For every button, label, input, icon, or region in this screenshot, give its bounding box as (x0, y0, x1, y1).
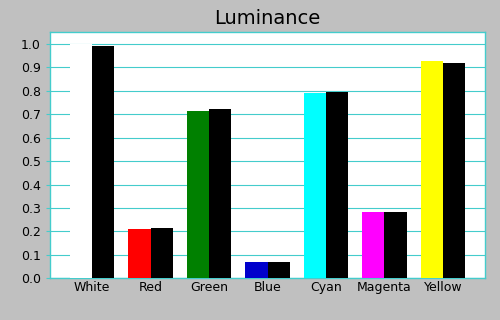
Bar (326, 92, 348, 278)
Bar (246, 262, 268, 278)
Bar (268, 261, 289, 278)
Bar (150, 228, 172, 278)
Bar (92, 46, 114, 278)
Bar (187, 111, 209, 278)
Bar (70, 44, 92, 278)
Bar (362, 212, 384, 278)
Bar (304, 93, 326, 278)
Title: Luminance: Luminance (214, 9, 320, 28)
Bar (128, 229, 150, 278)
Bar (443, 62, 465, 278)
Bar (384, 212, 406, 278)
Bar (421, 61, 443, 278)
Bar (209, 109, 231, 278)
